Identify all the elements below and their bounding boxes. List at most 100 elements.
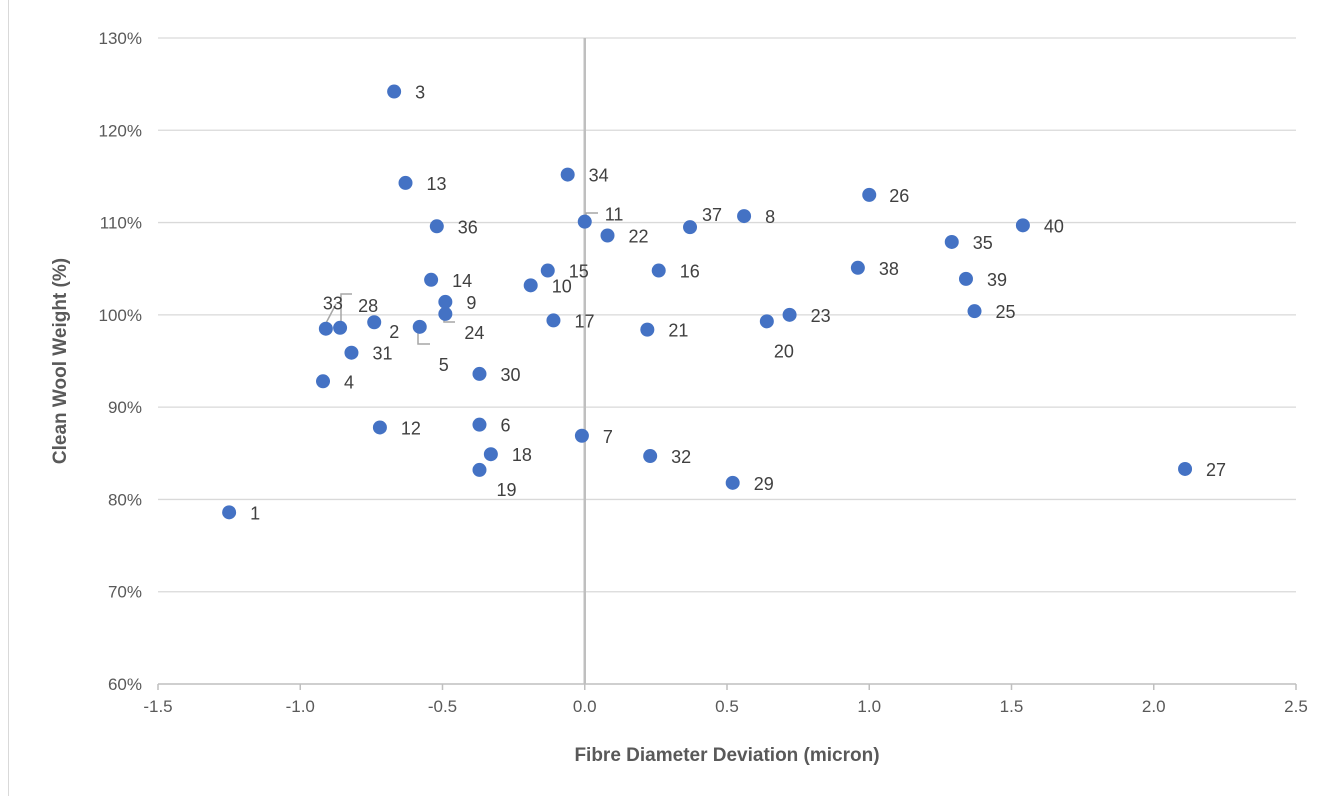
data-point-9 — [438, 294, 453, 309]
x-tick-label: 1.0 — [857, 697, 881, 716]
data-point-31 — [344, 345, 359, 360]
data-point-15 — [540, 263, 555, 278]
data-point-7 — [574, 428, 589, 443]
data-label-21: 21 — [668, 321, 688, 341]
data-point-24 — [438, 306, 453, 321]
data-point-17 — [546, 313, 561, 328]
x-tick-label: 1.5 — [1000, 697, 1024, 716]
data-label-35: 35 — [973, 233, 993, 253]
y-tick-labels: 60% 70% 80% 90% 100% 110% 120% 130% — [99, 29, 142, 694]
data-point-27 — [1178, 461, 1193, 476]
data-point-13 — [398, 175, 413, 190]
data-label-25: 25 — [996, 302, 1016, 322]
data-label-3: 3 — [415, 83, 425, 103]
data-label-32: 32 — [671, 447, 691, 467]
data-label-27: 27 — [1206, 460, 1226, 480]
y-axis-title: Clean Wool Weight (%) — [50, 258, 71, 464]
data-point-3 — [387, 84, 402, 99]
data-point-28 — [333, 320, 348, 335]
data-label-13: 13 — [427, 174, 447, 194]
data-point-34 — [560, 167, 575, 182]
grid-lines — [158, 37, 1296, 593]
data-label-26: 26 — [889, 186, 909, 206]
data-point-18 — [483, 447, 498, 462]
x-tick-label: 0.5 — [715, 697, 739, 716]
data-label-2: 2 — [389, 322, 399, 342]
data-point-5 — [412, 319, 427, 334]
data-point-4 — [316, 374, 331, 389]
data-point-30 — [472, 366, 487, 381]
data-point-29 — [725, 475, 740, 490]
x-tick-labels: -1.5 -1.0 -0.5 0.0 0.5 1.0 1.5 2.0 2.5 — [143, 697, 1307, 716]
data-label-1: 1 — [250, 503, 260, 523]
y-tick-label: 120% — [99, 121, 142, 140]
data-point-6 — [472, 417, 487, 432]
x-tick-label: -1.5 — [143, 697, 172, 716]
data-label-40: 40 — [1044, 216, 1064, 236]
data-label-39: 39 — [987, 270, 1007, 290]
data-label-4: 4 — [344, 372, 354, 392]
data-label-9: 9 — [466, 293, 476, 313]
data-label-7: 7 — [603, 427, 613, 447]
data-point-20 — [759, 314, 774, 329]
data-label-11: 11 — [605, 205, 624, 225]
y-tick-label: 130% — [99, 29, 142, 48]
data-point-12 — [372, 420, 387, 435]
data-label-12: 12 — [401, 418, 421, 438]
data-label-24: 24 — [464, 323, 484, 343]
data-point-11 — [577, 214, 592, 229]
data-label-28: 28 — [358, 296, 378, 316]
leader-line-33 — [324, 303, 337, 326]
data-label-38: 38 — [879, 259, 899, 279]
data-label-16: 16 — [680, 262, 700, 282]
data-point-39 — [958, 271, 973, 286]
data-point-22 — [600, 228, 615, 243]
x-tick-label: -1.0 — [286, 697, 315, 716]
data-label-18: 18 — [512, 445, 532, 465]
data-label-15: 15 — [569, 262, 589, 282]
data-point-14 — [424, 272, 439, 287]
data-point-32 — [643, 449, 658, 464]
data-points — [222, 84, 1193, 520]
data-point-37 — [683, 220, 698, 235]
data-label-30: 30 — [500, 365, 520, 385]
axes — [157, 38, 1297, 690]
data-point-25 — [967, 304, 982, 319]
data-label-31: 31 — [372, 344, 392, 364]
x-tick-label: 2.5 — [1284, 697, 1308, 716]
x-tick-label: 2.0 — [1142, 697, 1166, 716]
data-point-19 — [472, 462, 487, 477]
data-label-10: 10 — [552, 276, 572, 296]
data-label-5: 5 — [439, 355, 449, 375]
data-point-21 — [640, 322, 655, 337]
x-tick-label: -0.5 — [428, 697, 457, 716]
data-label-37: 37 — [702, 205, 722, 225]
data-label-34: 34 — [589, 166, 609, 186]
data-point-40 — [1015, 218, 1030, 233]
data-point-2 — [367, 315, 382, 330]
data-point-26 — [862, 187, 877, 202]
data-label-17: 17 — [574, 311, 594, 331]
data-point-10 — [523, 278, 538, 293]
data-point-38 — [850, 260, 865, 275]
data-point-1 — [222, 505, 237, 520]
data-point-36 — [429, 219, 444, 234]
y-tick-label: 60% — [108, 675, 142, 694]
data-point-16 — [651, 263, 666, 278]
data-point-8 — [737, 209, 752, 224]
y-tick-label: 90% — [108, 398, 142, 417]
y-tick-label: 80% — [108, 490, 142, 509]
data-label-33: 33 — [323, 294, 343, 314]
y-tick-label: 110% — [100, 214, 142, 233]
leader-line-28 — [340, 293, 352, 325]
data-label-20: 20 — [774, 341, 794, 361]
x-axis-title: Fibre Diameter Deviation (micron) — [574, 745, 879, 766]
data-label-14: 14 — [452, 271, 472, 291]
frame-edge — [8, 0, 9, 796]
data-label-8: 8 — [765, 207, 775, 227]
data-point-35 — [944, 234, 959, 249]
y-tick-label: 100% — [99, 306, 142, 325]
y-tick-label: 70% — [108, 583, 142, 602]
data-label-23: 23 — [811, 306, 831, 326]
